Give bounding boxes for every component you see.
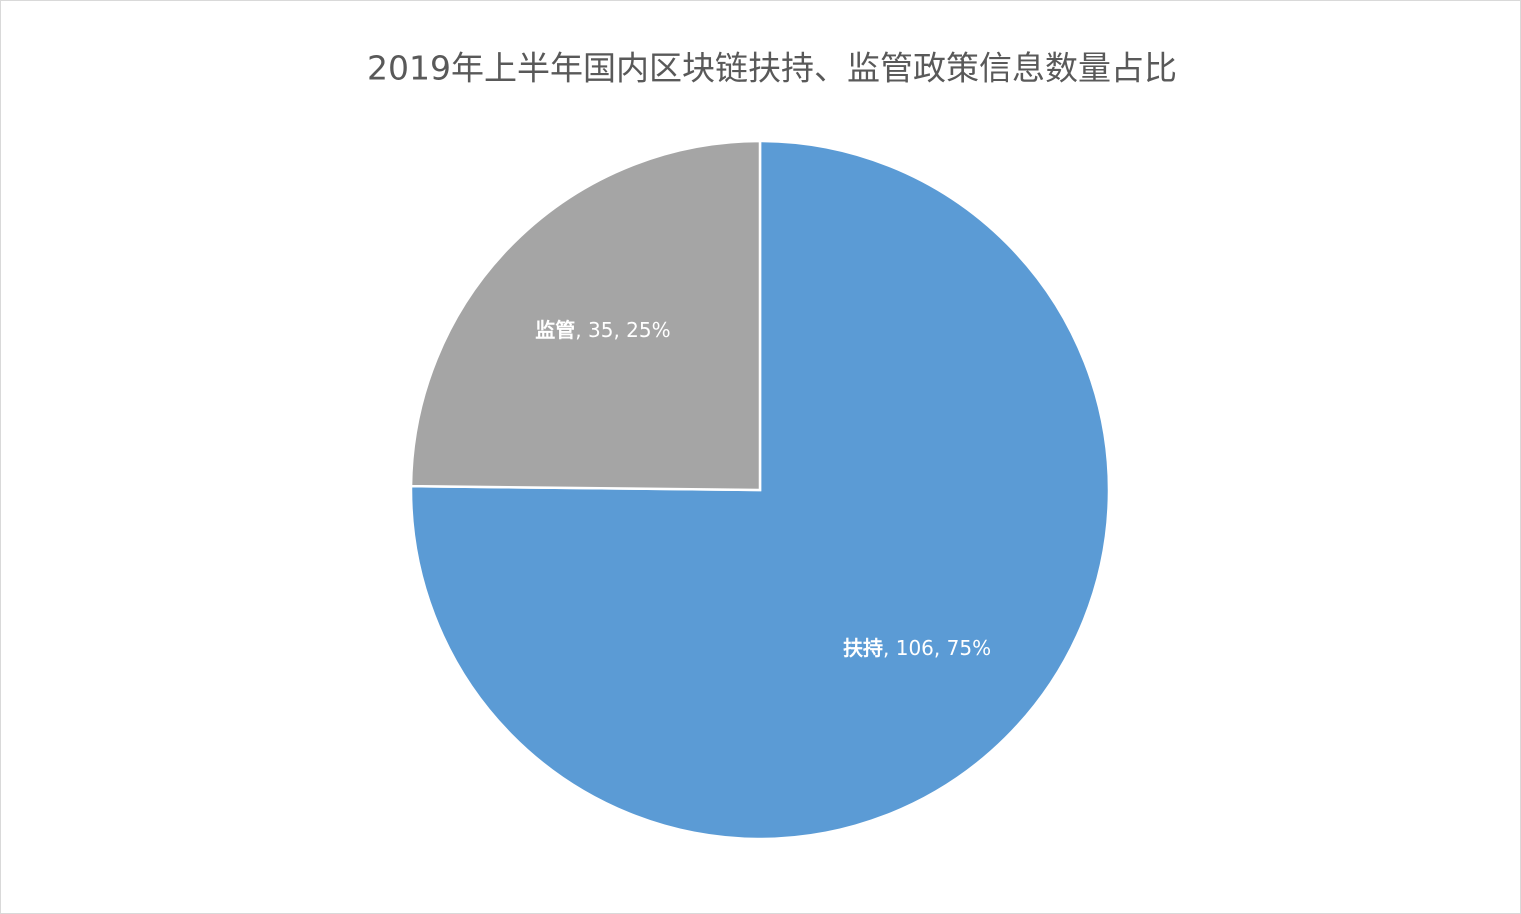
label-separator: , — [934, 635, 947, 659]
label-value: 106 — [896, 635, 934, 659]
label-separator: , — [883, 635, 896, 659]
pie-slice — [409, 139, 762, 492]
label-percent: 25% — [626, 318, 670, 342]
label-separator: , — [613, 318, 626, 342]
label-category: 扶持 — [843, 635, 883, 659]
data-labels: 扶持, 106, 75% 监管, 35, 25% — [535, 318, 991, 660]
data-label: 扶持, 106, 75% — [843, 635, 991, 659]
label-separator: , — [575, 318, 588, 342]
label-category: 监管 — [535, 318, 575, 342]
pie — [409, 139, 1111, 841]
label-percent: 75% — [947, 635, 991, 659]
data-label: 监管, 35, 25% — [535, 318, 670, 342]
chart-title: 2019年上半年国内区块链扶持、监管政策信息数量占比 — [367, 49, 1177, 88]
pie-slice — [409, 139, 1111, 841]
label-value: 35 — [588, 318, 613, 342]
